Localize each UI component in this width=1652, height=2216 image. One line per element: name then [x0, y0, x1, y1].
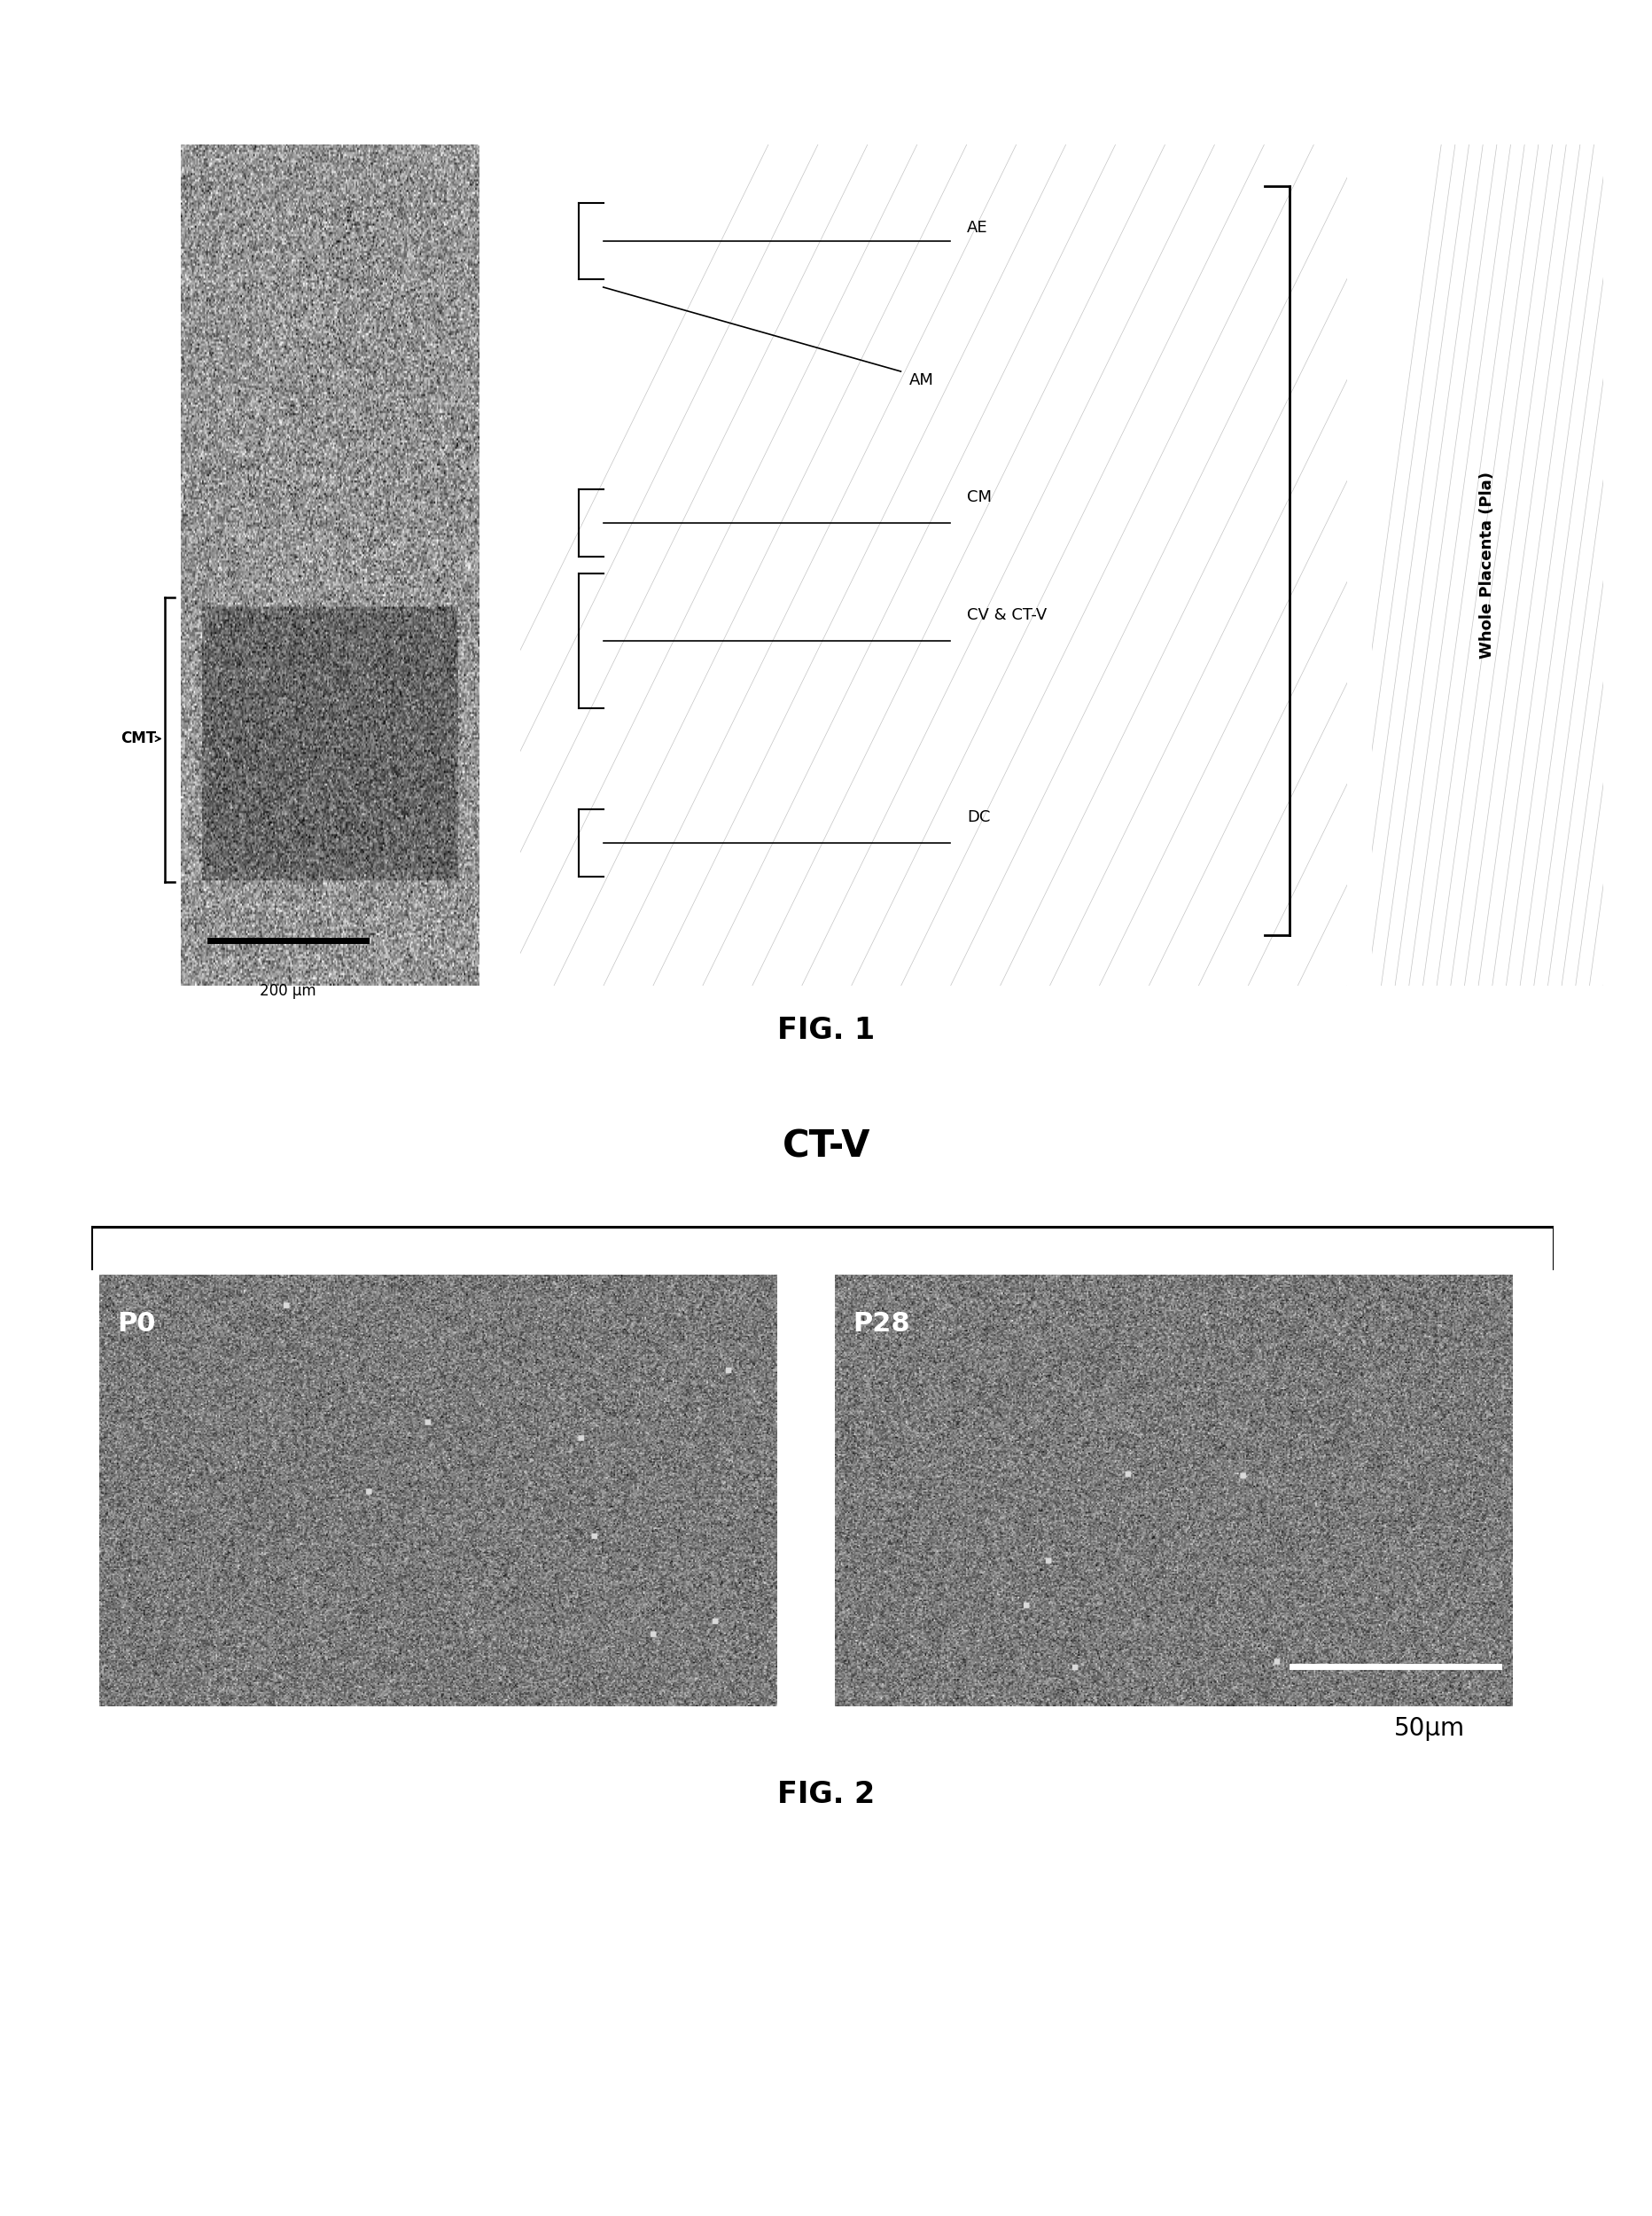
- Text: 200 μm: 200 μm: [259, 984, 316, 999]
- Text: P0: P0: [117, 1312, 155, 1336]
- Text: CM: CM: [966, 490, 991, 505]
- Text: FIG. 1: FIG. 1: [776, 1015, 876, 1046]
- Text: CT-V: CT-V: [781, 1128, 871, 1166]
- Text: AE: AE: [966, 219, 988, 237]
- Text: CMT: CMT: [121, 731, 155, 747]
- Text: FIG. 2: FIG. 2: [776, 1779, 876, 1810]
- Text: CV & CT-V: CV & CT-V: [966, 607, 1046, 623]
- Text: AM: AM: [909, 372, 933, 388]
- Text: P28: P28: [852, 1312, 910, 1336]
- Text: Whole Placenta (Pla): Whole Placenta (Pla): [1479, 472, 1495, 658]
- Text: 50μm: 50μm: [1393, 1715, 1464, 1742]
- Text: DC: DC: [966, 809, 990, 827]
